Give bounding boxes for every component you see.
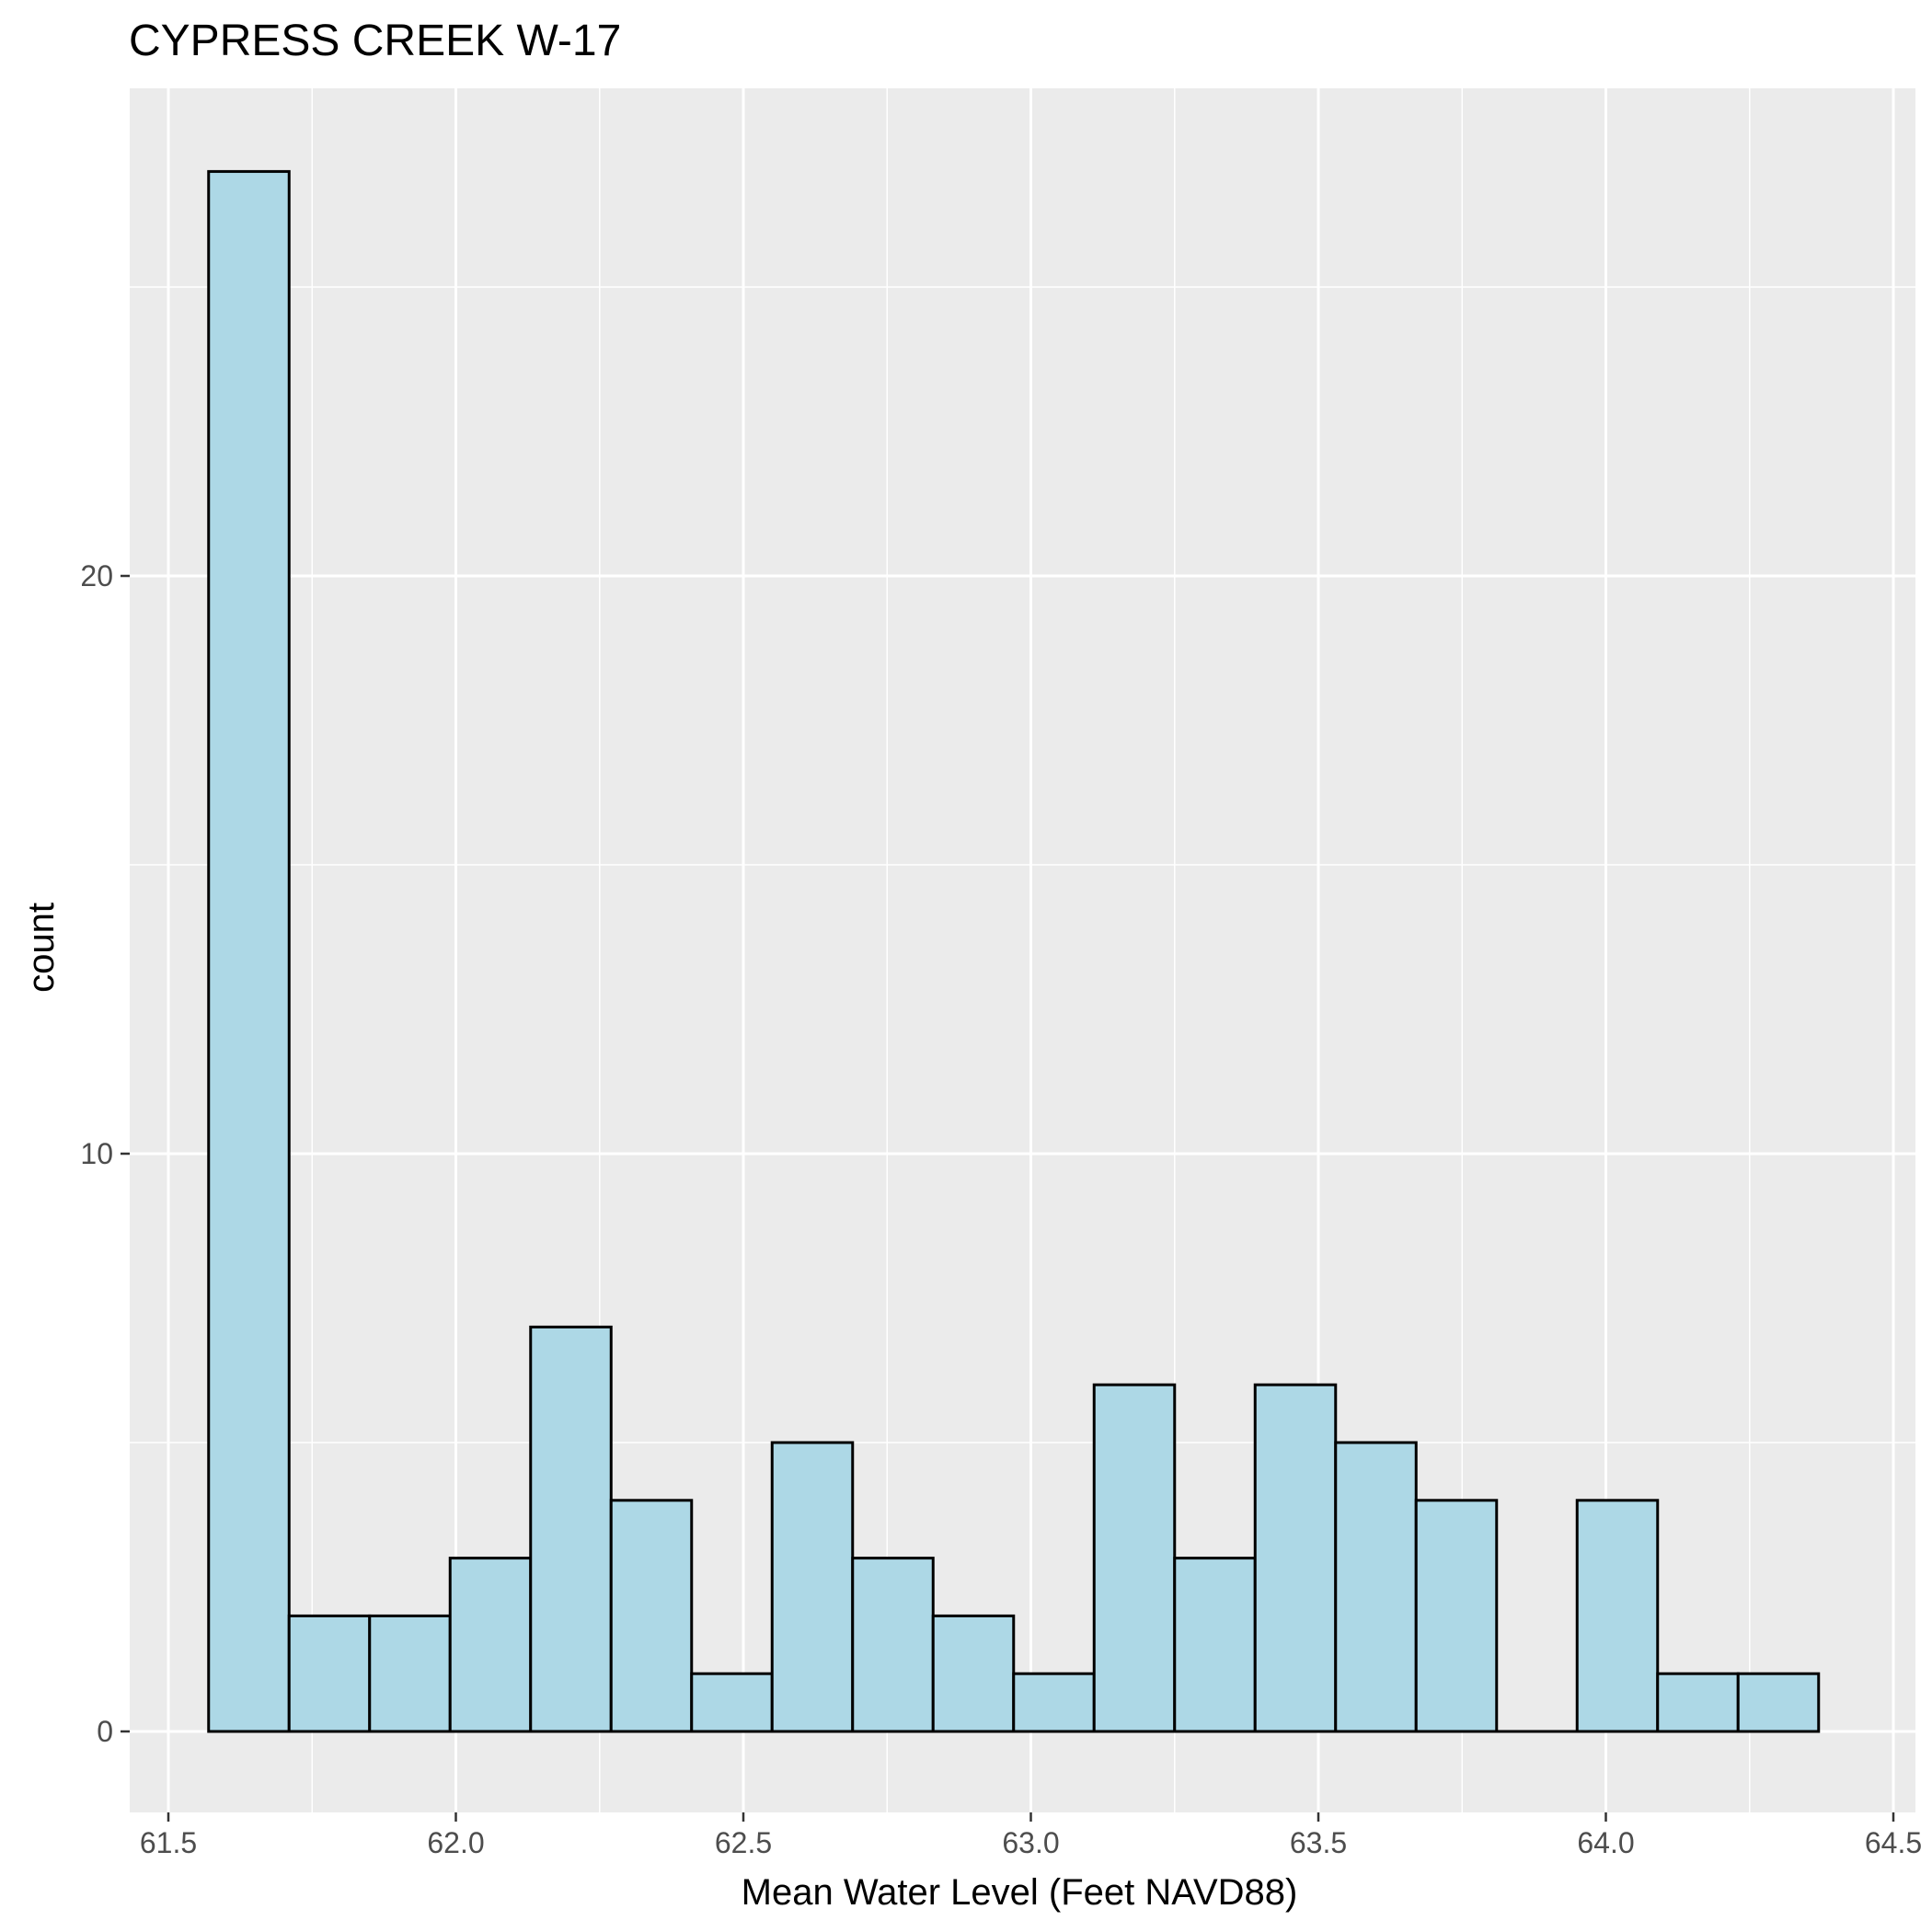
histogram-bar: [1575, 1499, 1660, 1733]
x-axis: 61.5 62.0 62.5 63.0 63.5 64.0 64.5: [140, 1812, 1922, 1859]
y-tick-label: 0: [97, 1715, 113, 1748]
chart-title: CYPRESS CREEK W-17: [129, 17, 621, 65]
y-tick-label: 10: [80, 1137, 113, 1170]
histogram-bars: [207, 169, 1821, 1733]
histogram-bar: [529, 1325, 613, 1733]
histogram-bar: [1012, 1672, 1096, 1733]
x-tick-label: 63.0: [1002, 1826, 1059, 1859]
histogram-bar: [1334, 1441, 1418, 1733]
histogram-bar: [368, 1614, 452, 1733]
histogram-bar: [770, 1441, 855, 1733]
histogram-bar: [448, 1557, 533, 1733]
x-axis-title: Mean Water Level (Feet NAVD88): [742, 1872, 1298, 1913]
histogram-bar: [1414, 1499, 1499, 1733]
histogram-bar: [287, 1614, 372, 1733]
x-tick-label: 63.5: [1290, 1826, 1347, 1859]
y-axis-title: count: [21, 903, 62, 993]
x-tick-label: 64.5: [1865, 1826, 1922, 1859]
histogram-bar: [690, 1672, 774, 1733]
y-axis: 0 10 20: [80, 559, 130, 1748]
histogram-bar: [931, 1614, 1016, 1733]
x-tick-label: 62.5: [715, 1826, 772, 1859]
histogram-bar: [1736, 1672, 1821, 1733]
y-tick-label: 20: [80, 559, 113, 592]
histogram-bar: [207, 169, 291, 1733]
x-tick-label: 61.5: [140, 1826, 197, 1859]
x-tick-label: 64.0: [1577, 1826, 1634, 1859]
histogram-bar: [1656, 1672, 1740, 1733]
histogram-bar: [609, 1499, 694, 1733]
histogram-bar: [1253, 1383, 1338, 1733]
x-tick-label: 62.0: [427, 1826, 484, 1859]
histogram-bar: [1092, 1383, 1177, 1733]
histogram-bar: [1173, 1557, 1257, 1733]
histogram-bar: [851, 1557, 935, 1733]
